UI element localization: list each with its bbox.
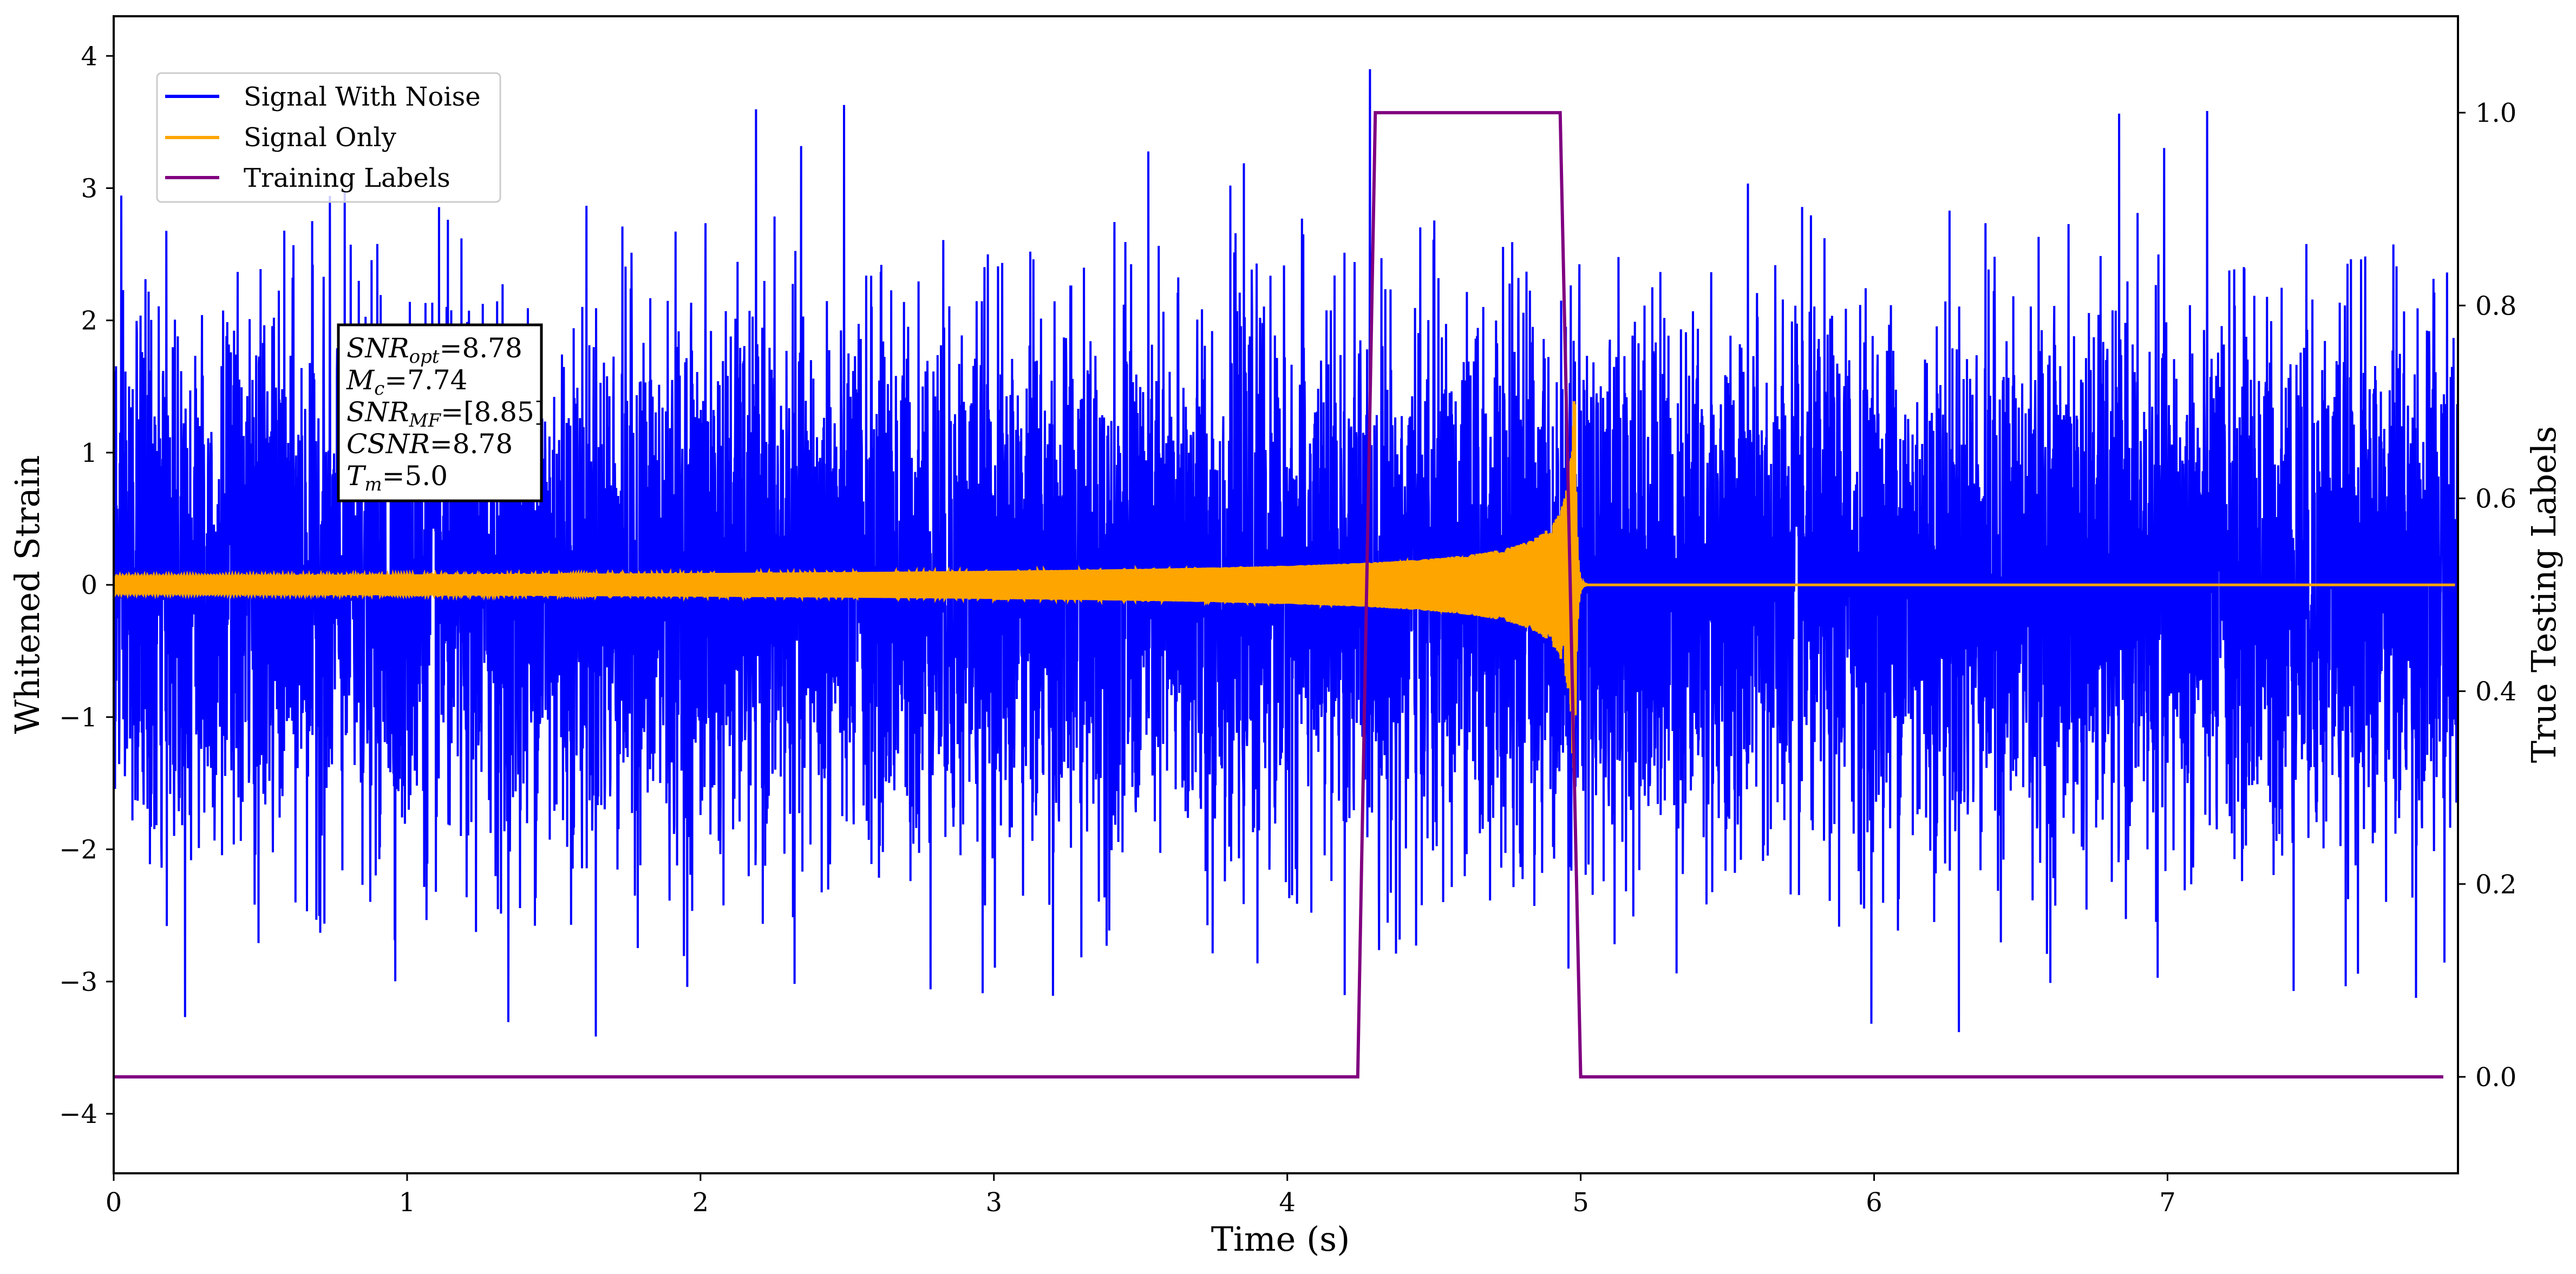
x-axis-label: Time (s) bbox=[1211, 1219, 1350, 1259]
annotation-frame bbox=[337, 323, 543, 502]
training-labels-line bbox=[114, 111, 2443, 1079]
legend-label-signal: Signal Only bbox=[244, 122, 396, 153]
x-tick-label: 7 bbox=[2159, 1187, 2176, 1218]
y2-tick-label: 0.0 bbox=[2475, 1062, 2516, 1093]
y-tick-label: −3 bbox=[59, 967, 97, 997]
x-tick-label: 6 bbox=[1866, 1187, 1882, 1218]
annotation-line: Mc=7.74 bbox=[346, 364, 467, 400]
x-tick-label: 5 bbox=[1572, 1187, 1589, 1218]
label-series bbox=[114, 111, 2443, 1079]
y2-tick-label: 0.6 bbox=[2475, 484, 2516, 514]
signal-with-noise-line bbox=[114, 69, 2458, 1037]
y-tick-label: 2 bbox=[81, 306, 97, 336]
x-tick-label: 3 bbox=[986, 1187, 1003, 1218]
y-tick-label: 1 bbox=[81, 438, 97, 468]
annotation-line: Tm=5.0 bbox=[346, 460, 448, 495]
y2-axis-label: True Testing Labels bbox=[2524, 426, 2564, 763]
y-tick-label: 4 bbox=[81, 41, 97, 71]
y2-tick-label: 0.2 bbox=[2475, 870, 2516, 900]
y-tick-label: −1 bbox=[59, 702, 97, 733]
legend-label-labels: Training Labels bbox=[244, 163, 450, 193]
x-tick-label: 1 bbox=[399, 1187, 416, 1218]
y2-tick-label: 0.8 bbox=[2475, 291, 2516, 321]
annotation-line: SNRopt=8.78 bbox=[346, 332, 522, 368]
annotation-line: CSNR=8.78 bbox=[346, 428, 513, 460]
x-axis-ticks: 0 1 2 3 4 5 6 7 bbox=[106, 1173, 2176, 1218]
y-axis-ticks: −4 −3 −2 −1 0 1 2 3 4 bbox=[59, 41, 114, 1129]
legend-box bbox=[156, 72, 501, 203]
x-tick-label: 4 bbox=[1279, 1187, 1296, 1218]
y-axis-label: Whitened Strain bbox=[8, 455, 47, 734]
legend-label-noise: Signal With Noise bbox=[244, 82, 481, 112]
annotation-lines: SNRopt=8.78Mc=7.74SNRMF=[8.85]CSNR=8.78T… bbox=[346, 332, 545, 495]
y2-tick-label: 0.4 bbox=[2475, 677, 2516, 707]
plot-frame bbox=[113, 15, 2459, 1174]
x-tick-label: 2 bbox=[692, 1187, 709, 1218]
y-tick-label: −2 bbox=[59, 835, 97, 865]
annotation-box: SNRopt=8.78Mc=7.74SNRMF=[8.85]CSNR=8.78T… bbox=[337, 323, 545, 502]
x-tick-label: 0 bbox=[106, 1187, 122, 1218]
annotation-line: SNRMF=[8.85] bbox=[346, 396, 545, 432]
y-tick-label: 3 bbox=[81, 173, 97, 204]
y-tick-label: −4 bbox=[59, 1099, 97, 1129]
noise-series bbox=[114, 69, 2458, 1037]
signal-only-line bbox=[114, 401, 2455, 768]
y2-tick-label: 1.0 bbox=[2475, 98, 2516, 128]
y-tick-label: 0 bbox=[81, 570, 97, 600]
y2-axis-ticks: 0.0 0.2 0.4 0.6 0.8 1.0 bbox=[2458, 98, 2516, 1093]
legend: Signal With Noise Signal Only Training L… bbox=[156, 72, 501, 203]
signal-series bbox=[114, 401, 2455, 768]
